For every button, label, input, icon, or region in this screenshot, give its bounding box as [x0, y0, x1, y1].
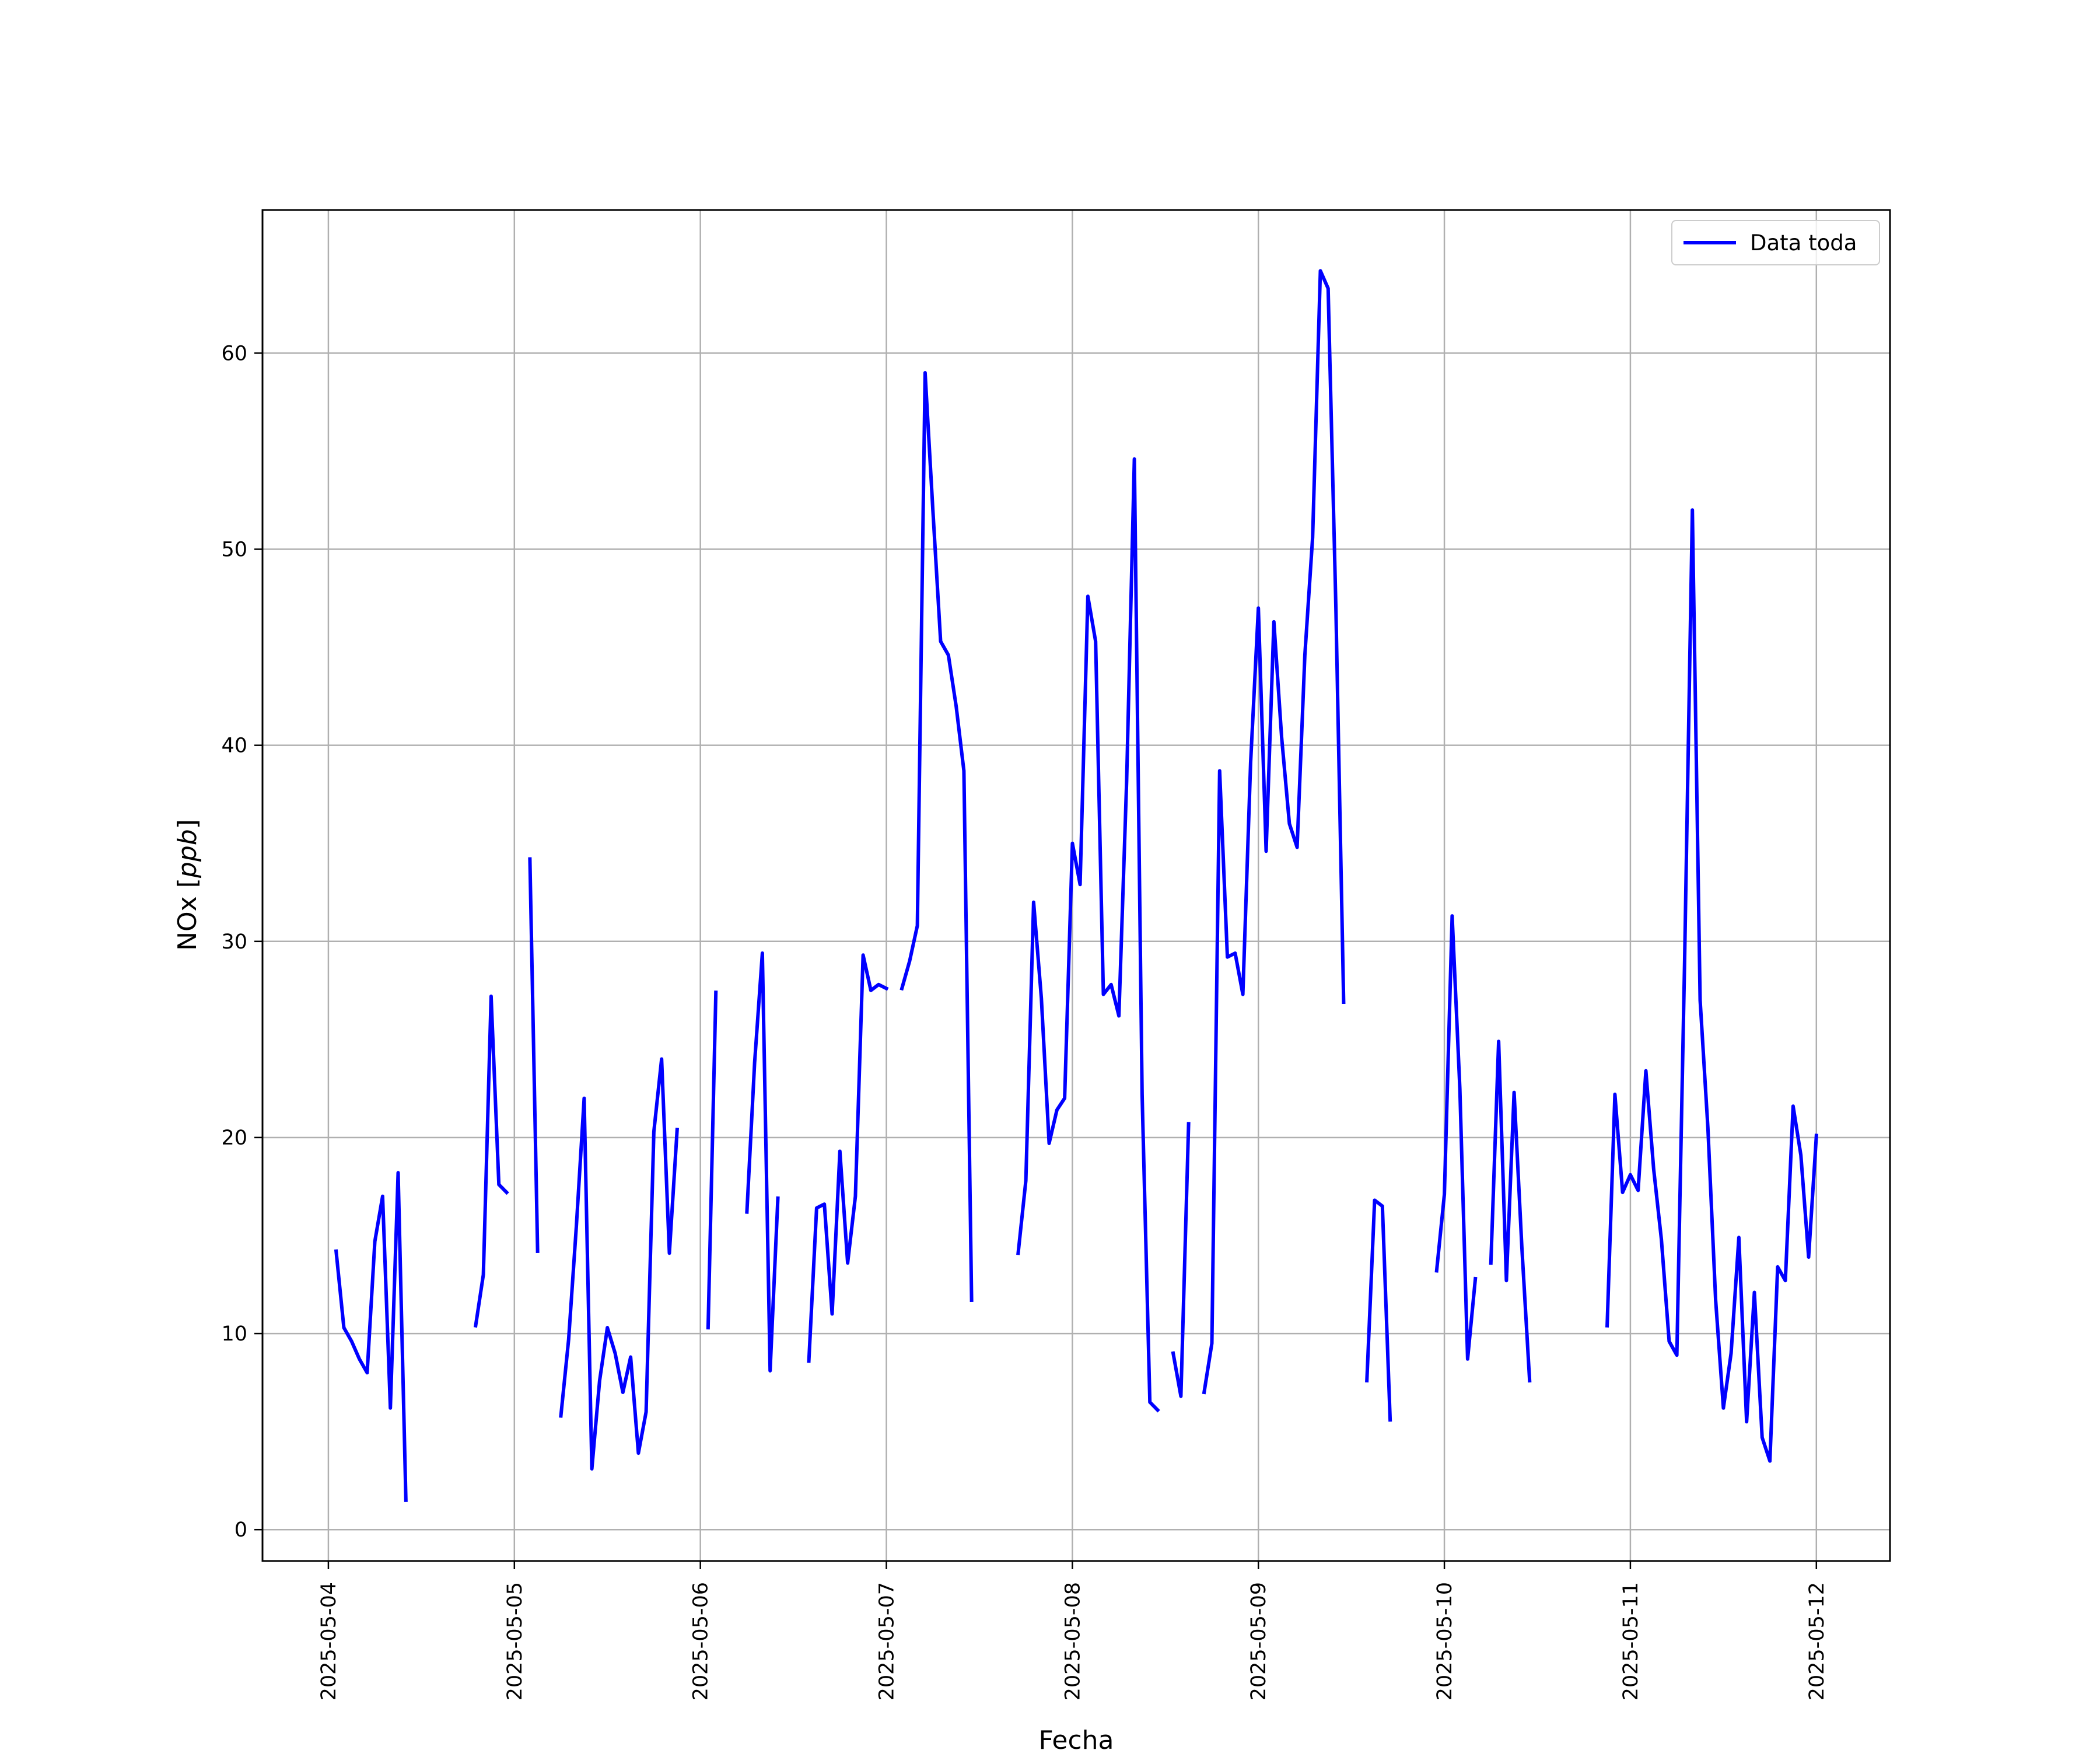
legend: Data toda — [1671, 220, 1880, 265]
legend-box — [1671, 220, 1880, 265]
x-tick-label-1: 2025-05-05 — [503, 1582, 527, 1700]
y-tick-label-5: 50 — [221, 538, 247, 562]
series-0-segment-6 — [807, 953, 889, 1363]
series-0-segment-7 — [900, 371, 974, 1302]
series-0-segment-0 — [334, 1171, 408, 1502]
plot-frame — [261, 209, 1891, 1562]
series-0-segment-12 — [1434, 914, 1478, 1361]
y-axis-ticks: 0 10 20 30 40 50 60 — [221, 342, 262, 1542]
y-axis-label-bracket-close: ] — [173, 819, 202, 829]
x-tick-label-0: 2025-05-04 — [317, 1582, 341, 1700]
x-tick-label-8: 2025-05-12 — [1805, 1582, 1829, 1700]
x-tick-label-4: 2025-05-08 — [1061, 1582, 1084, 1700]
series-0-segment-14 — [1605, 508, 1818, 1463]
legend-label: Data toda — [1750, 230, 1857, 256]
series-0-segment-9 — [1171, 1122, 1191, 1398]
x-tick-label-2: 2025-05-06 — [690, 1582, 713, 1700]
series-0-segment-4 — [706, 991, 718, 1330]
series-0-segment-13 — [1489, 1040, 1532, 1382]
series-0-segment-3 — [559, 1057, 679, 1471]
y-tick-label-2: 20 — [221, 1126, 247, 1150]
y-axis-label: NOx [ppb] — [173, 819, 202, 951]
series-0-segment-11 — [1365, 1198, 1392, 1422]
y-tick-label-1: 10 — [221, 1322, 247, 1346]
x-axis-ticks: 2025-05-04 2025-05-05 2025-05-06 2025-05-07… — [317, 1561, 1829, 1700]
y-tick-label-0: 0 — [235, 1518, 247, 1542]
y-axis-label-quantity: NOx — [173, 888, 202, 951]
series-0-segment-5 — [745, 951, 780, 1373]
y-axis-label-unit: ppb — [173, 829, 202, 878]
series-0-segment-1 — [473, 994, 509, 1328]
y-tick-label-4: 40 — [221, 734, 247, 758]
x-tick-label-3: 2025-05-07 — [876, 1582, 899, 1700]
series-0-segment-2 — [528, 857, 540, 1253]
x-tick-label-7: 2025-05-11 — [1619, 1582, 1643, 1700]
x-axis-label: Fecha — [1038, 1726, 1114, 1750]
series-0-segment-8 — [1016, 457, 1160, 1413]
grid-lines — [262, 210, 1890, 1561]
x-tick-label-5: 2025-05-09 — [1247, 1582, 1270, 1700]
y-axis-label-bracket-open: [ — [173, 878, 202, 888]
series-0-segment-10 — [1202, 269, 1346, 1395]
x-tick-label-6: 2025-05-10 — [1433, 1582, 1457, 1700]
y-tick-label-3: 30 — [221, 930, 247, 954]
y-tick-label-6: 60 — [221, 342, 247, 365]
series-lines — [334, 269, 1818, 1502]
